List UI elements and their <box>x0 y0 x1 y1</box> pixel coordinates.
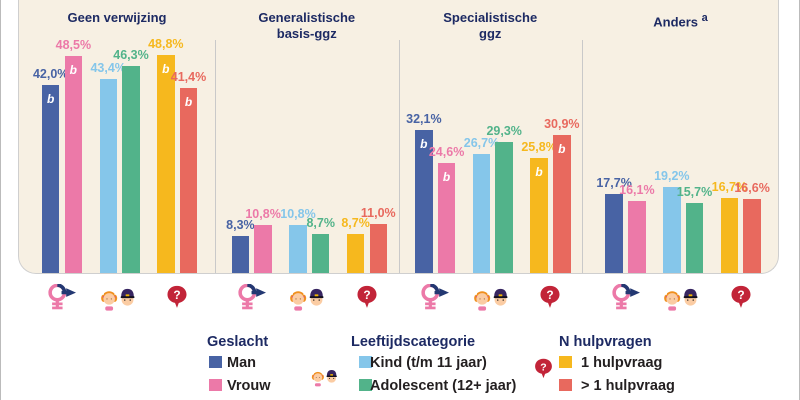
svg-text:?: ? <box>363 288 370 302</box>
svg-text:?: ? <box>737 288 744 302</box>
svg-text:?: ? <box>174 288 181 302</box>
svg-text:?: ? <box>547 288 554 302</box>
svg-text:?: ? <box>540 361 546 373</box>
